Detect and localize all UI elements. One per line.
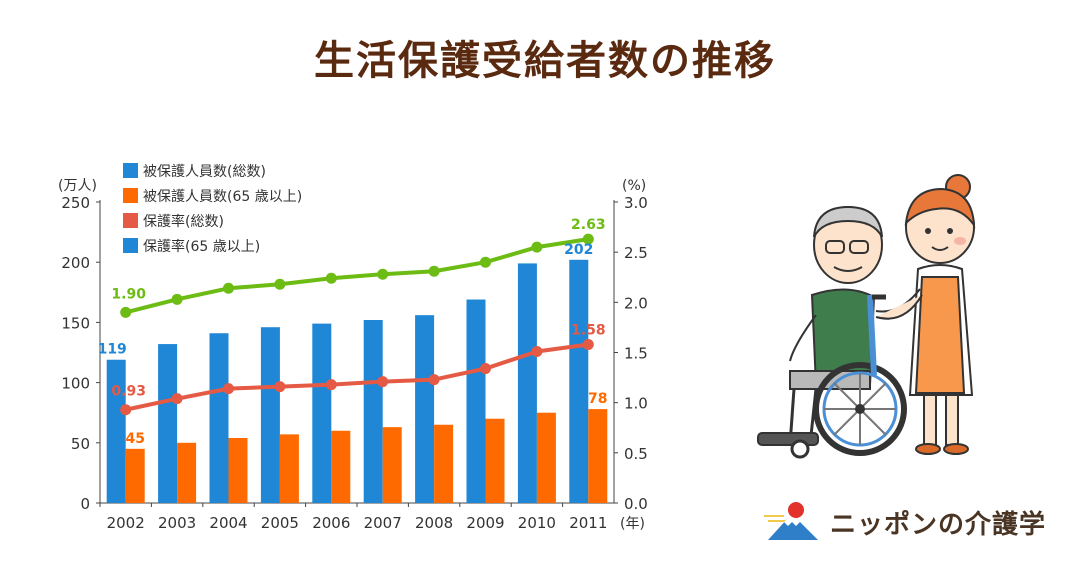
point-rate-65-plus [274, 278, 286, 290]
bar-65-plus [228, 437, 248, 503]
point-rate-65-plus [480, 256, 491, 268]
bar-65-plus [434, 424, 454, 503]
line-rate-65-plus [125, 237, 589, 315]
data-label: 2.63 [571, 217, 606, 233]
chart-axes: 0 50 100 150 200 250 0.0 0.5 1.0 1.5 2.0 2.5 3.0 (万人)… [58, 178, 648, 532]
chart-lines [120, 233, 594, 416]
data-label: 1.58 [571, 322, 606, 338]
brand-logo: ニッポンの介護学 [762, 500, 1046, 544]
point-rate-total [480, 363, 491, 375]
legend-label: 保護率(総数) [143, 213, 224, 230]
point-rate-total [171, 393, 183, 405]
bar-total [312, 323, 332, 503]
point-rate-total [120, 404, 132, 416]
point-rate-total [223, 383, 234, 395]
point-rate-total [582, 338, 594, 350]
bar-65-plus [279, 434, 299, 503]
bar-total [415, 315, 435, 503]
brand-name: ニッポンの介護学 [830, 509, 1047, 540]
data-label: 78 [588, 391, 607, 407]
bar-65-plus [536, 412, 556, 503]
left-axis-tick-label: 200 [61, 254, 90, 272]
x-axis-tick-label: 2011 [569, 514, 607, 532]
legend-swatch [123, 188, 138, 203]
legend-swatch [123, 213, 138, 228]
x-axis-unit: (年) [620, 516, 645, 532]
bar-total [517, 263, 537, 503]
left-axis-tick-label: 100 [61, 375, 90, 393]
x-axis-tick-label: 2006 [312, 514, 350, 532]
left-axis-unit: (万人) [58, 178, 97, 194]
line-rate-total [125, 342, 589, 412]
point-rate-total [377, 376, 389, 388]
left-axis-tick-label: 150 [61, 314, 90, 332]
page-title: 生活保護受給者数の推移 [314, 38, 776, 84]
chart-bars [106, 259, 608, 503]
x-axis-tick-label: 2003 [158, 514, 196, 532]
left-axis-tick-label: 0 [80, 495, 90, 513]
data-label: 119 [98, 342, 127, 358]
point-rate-65-plus [531, 241, 543, 253]
bar-65-plus [125, 448, 145, 503]
right-axis-tick-label: 1.0 [624, 395, 648, 413]
legend-label: 被保護人員数(65 歳以上) [143, 189, 302, 205]
right-axis-tick-label: 2.0 [624, 294, 648, 312]
chart-legend: 被保護人員数(総数) 被保護人員数(65 歳以上) 保護率(総数) 保護率(65 歳以… [123, 163, 302, 255]
x-axis-tick-label: 2004 [209, 514, 247, 532]
data-label: 45 [125, 431, 144, 447]
bar-total [466, 299, 486, 503]
point-rate-65-plus [223, 282, 234, 294]
point-rate-65-plus [120, 306, 132, 318]
point-rate-total [274, 381, 286, 393]
x-axis-tick-label: 2002 [107, 514, 145, 532]
right-axis-tick-label: 1.5 [624, 345, 648, 363]
x-axis-tick-label: 2007 [364, 514, 402, 532]
bar-65-plus [588, 409, 608, 503]
bar-total [569, 259, 589, 503]
bar-total [363, 319, 383, 503]
point-rate-total [531, 345, 543, 357]
right-axis-tick-label: 0.5 [624, 445, 648, 463]
x-axis-tick-label: 2005 [261, 514, 299, 532]
point-rate-65-plus [171, 293, 183, 305]
bar-total [260, 327, 280, 503]
legend-swatch [123, 163, 138, 178]
left-axis-tick-label: 50 [71, 435, 90, 453]
bar-total [158, 344, 178, 503]
right-axis-tick-label: 0.0 [624, 495, 648, 513]
point-rate-65-plus [377, 268, 389, 280]
point-rate-65-plus [428, 265, 440, 277]
legend-label: 保護率(65 歳以上) [143, 238, 260, 255]
right-axis-tick-label: 2.5 [624, 244, 648, 262]
point-rate-total [428, 374, 440, 386]
chart-data-labels: 119 202 45 78 0.93 1.58 1.90 2.63 [98, 217, 608, 447]
caregiver-wheelchair-illustration [757, 174, 976, 459]
point-rate-total [325, 379, 337, 391]
wheelchair [790, 294, 907, 459]
bar-65-plus [331, 430, 351, 503]
x-axis-tick-label: 2010 [518, 514, 556, 532]
x-axis-tick-label: 2009 [466, 514, 504, 532]
caregiver-figure [875, 174, 976, 455]
right-axis-unit: (%) [622, 178, 646, 194]
point-rate-65-plus [582, 233, 594, 245]
right-axis-tick-label: 3.0 [624, 194, 648, 212]
bar-total [209, 333, 229, 503]
x-axis-tick-label: 2008 [415, 514, 453, 532]
left-axis-tick-label: 250 [61, 194, 90, 212]
bar-total [106, 359, 126, 503]
bar-65-plus [485, 418, 505, 503]
data-label: 202 [564, 242, 593, 258]
bar-65-plus [382, 427, 402, 503]
chart: 0 50 100 150 200 250 0.0 0.5 1.0 1.5 2.0 2.5 3.0 (万人)… [58, 163, 648, 532]
legend-label: 被保護人員数(総数) [143, 164, 266, 180]
mount-fuji-logo-icon [764, 502, 818, 540]
data-label: 1.90 [111, 286, 146, 302]
bar-65-plus [177, 442, 197, 503]
legend-swatch [123, 238, 138, 253]
data-label: 0.93 [111, 384, 146, 400]
point-rate-65-plus [325, 272, 337, 284]
